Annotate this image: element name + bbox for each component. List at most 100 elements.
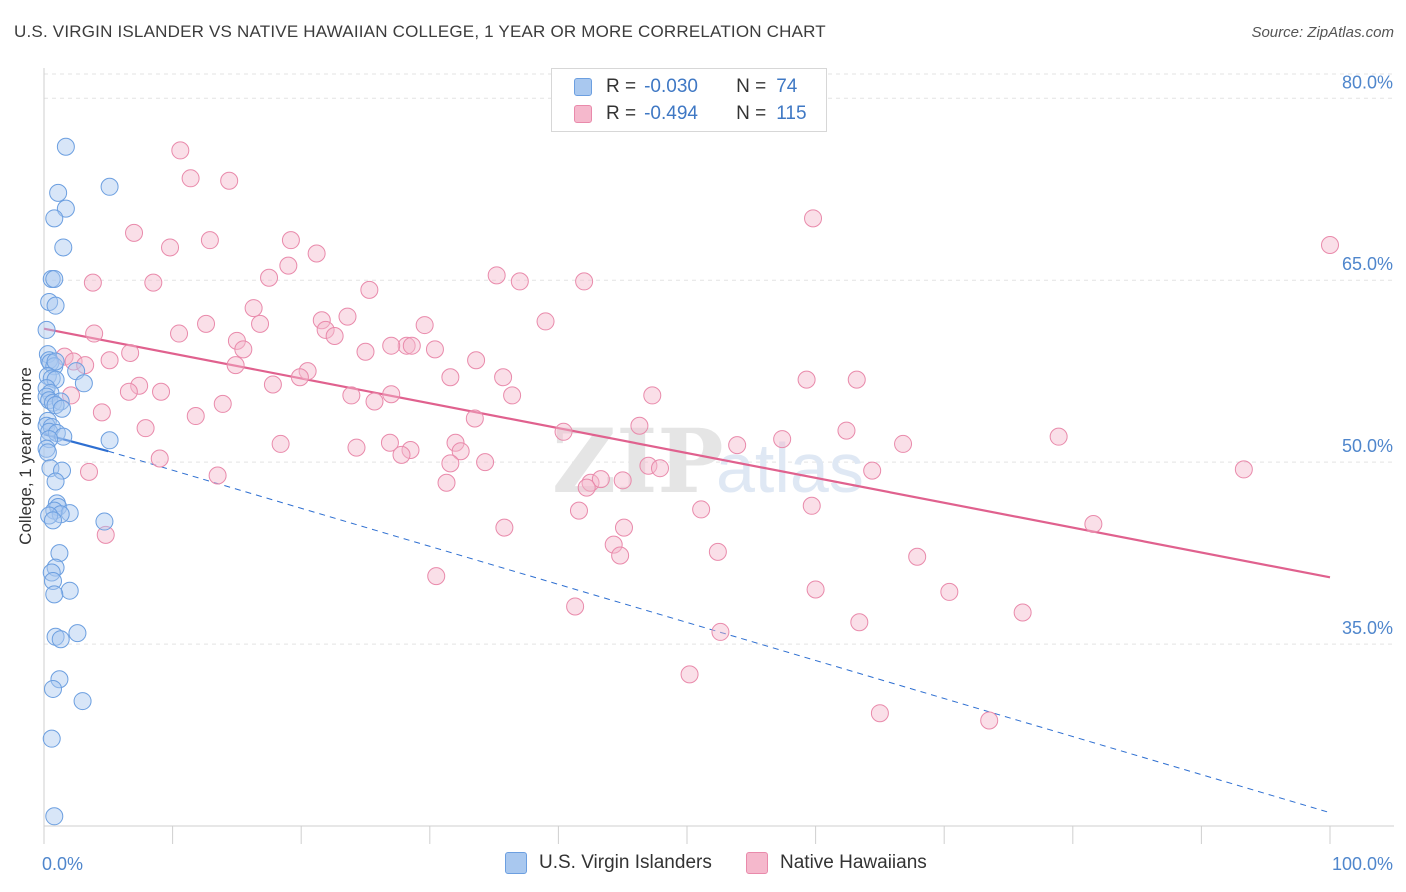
point-native-hawaiian bbox=[773, 430, 792, 449]
point-virgin-islander bbox=[68, 624, 87, 643]
point-virgin-islander bbox=[95, 512, 114, 531]
point-virgin-islander bbox=[100, 431, 119, 450]
point-native-hawaiian bbox=[96, 525, 115, 544]
point-native-hawaiian bbox=[804, 209, 823, 228]
point-virgin-islander bbox=[44, 679, 63, 698]
point-native-hawaiian bbox=[427, 567, 446, 586]
point-native-hawaiian bbox=[85, 324, 104, 343]
bottom-legend-virgin-islanders: U.S. Virgin Islanders bbox=[505, 852, 712, 874]
point-native-hawaiian bbox=[870, 704, 889, 723]
point-native-hawaiian bbox=[465, 409, 484, 428]
point-native-hawaiian bbox=[186, 407, 205, 426]
point-virgin-islander bbox=[53, 399, 72, 418]
point-native-hawaiian bbox=[130, 376, 149, 395]
y-axis-label: College, 1 year or more bbox=[16, 367, 35, 545]
point-native-hawaiian bbox=[650, 459, 669, 478]
point-native-hawaiian bbox=[208, 466, 227, 485]
point-native-hawaiian bbox=[806, 580, 825, 599]
point-virgin-islander bbox=[45, 209, 64, 228]
point-native-hawaiian bbox=[200, 231, 219, 250]
point-native-hawaiian bbox=[575, 272, 594, 291]
point-native-hawaiian bbox=[251, 314, 270, 333]
point-native-hawaiian bbox=[494, 368, 513, 387]
point-native-hawaiian bbox=[708, 542, 727, 561]
point-native-hawaiian bbox=[307, 244, 326, 263]
legend-r-label: R = bbox=[606, 76, 637, 97]
chart-title: U.S. VIRGIN ISLANDER VS NATIVE HAWAIIAN … bbox=[14, 22, 826, 41]
point-native-hawaiian bbox=[62, 386, 81, 405]
point-native-hawaiian bbox=[181, 169, 200, 188]
point-native-hawaiian bbox=[83, 273, 102, 292]
bottom-legend-label: Native Hawaiians bbox=[780, 852, 927, 873]
point-virgin-islander bbox=[44, 511, 63, 530]
point-virgin-islander bbox=[56, 137, 75, 156]
point-native-hawaiian bbox=[312, 311, 331, 330]
bottom-legend-native-hawaiians: Native Hawaiians bbox=[746, 852, 927, 874]
point-native-hawaiian bbox=[1049, 427, 1068, 446]
point-virgin-islander bbox=[100, 177, 119, 196]
point-native-hawaiian bbox=[171, 141, 190, 160]
point-virgin-islander bbox=[60, 581, 79, 600]
point-native-hawaiian bbox=[271, 434, 290, 453]
point-native-hawaiian bbox=[197, 314, 216, 333]
point-virgin-islander bbox=[54, 238, 73, 257]
point-native-hawaiian bbox=[728, 436, 747, 455]
point-virgin-islander bbox=[45, 269, 64, 288]
point-native-hawaiian bbox=[437, 473, 456, 492]
legend-row-native-hawaiians: R = -0.494 N = 115 bbox=[574, 102, 807, 126]
point-virgin-islander bbox=[51, 392, 70, 411]
point-native-hawaiian bbox=[503, 386, 522, 405]
legend-n-label: N = bbox=[736, 103, 767, 124]
point-native-hawaiian bbox=[220, 171, 239, 190]
point-native-hawaiian bbox=[356, 342, 375, 361]
trendline-native-hawaiians bbox=[43, 327, 1331, 579]
legend: R = -0.030 N = 74 R = -0.494 N = 115 bbox=[551, 68, 827, 132]
point-virgin-islander bbox=[46, 352, 65, 371]
legend-n-label: N = bbox=[736, 76, 767, 97]
point-virgin-islander bbox=[37, 320, 56, 339]
point-native-hawaiian bbox=[170, 324, 189, 343]
point-native-hawaiian bbox=[260, 268, 279, 287]
point-native-hawaiian bbox=[451, 442, 470, 461]
point-native-hawaiian bbox=[279, 256, 298, 275]
point-native-hawaiian bbox=[837, 421, 856, 440]
point-virgin-islander bbox=[50, 670, 69, 689]
point-virgin-islander bbox=[46, 296, 65, 315]
y-tick-label: 50.0% bbox=[1342, 436, 1393, 456]
legend-swatch-pink bbox=[574, 105, 592, 123]
source-credit: Source: ZipAtlas.com bbox=[1251, 24, 1394, 41]
point-native-hawaiian bbox=[244, 299, 263, 318]
point-virgin-islander bbox=[45, 585, 64, 604]
point-native-hawaiian bbox=[639, 456, 658, 475]
y-tick-label: 65.0% bbox=[1342, 254, 1393, 274]
point-native-hawaiian bbox=[1084, 514, 1103, 533]
point-native-hawaiian bbox=[441, 454, 460, 473]
point-native-hawaiian bbox=[397, 336, 416, 355]
point-native-hawaiian bbox=[611, 546, 630, 565]
point-native-hawaiian bbox=[591, 470, 610, 489]
point-native-hawaiian bbox=[425, 340, 444, 359]
point-native-hawaiian bbox=[415, 316, 434, 335]
point-virgin-islander bbox=[56, 199, 75, 218]
point-native-hawaiian bbox=[338, 307, 357, 326]
point-native-hawaiian bbox=[908, 547, 927, 566]
point-native-hawaiian bbox=[392, 445, 411, 464]
point-native-hawaiian bbox=[347, 438, 366, 457]
point-native-hawaiian bbox=[380, 433, 399, 452]
point-native-hawaiian bbox=[467, 351, 486, 370]
point-virgin-islander bbox=[46, 472, 65, 491]
point-native-hawaiian bbox=[80, 462, 99, 481]
point-virgin-islander bbox=[45, 807, 64, 826]
point-virgin-islander bbox=[42, 729, 61, 748]
point-virgin-islander bbox=[49, 183, 68, 202]
axes bbox=[43, 68, 1394, 844]
bottom-legend-swatch-pink bbox=[746, 852, 768, 874]
point-native-hawaiian bbox=[711, 622, 730, 641]
point-native-hawaiian bbox=[119, 382, 138, 401]
legend-r-label: R = bbox=[606, 103, 637, 124]
point-native-hawaiian bbox=[446, 433, 465, 452]
point-native-hawaiian bbox=[150, 449, 169, 468]
x-tick-label: 0.0% bbox=[42, 854, 83, 874]
legend-row-virgin-islanders: R = -0.030 N = 74 bbox=[574, 75, 797, 99]
point-native-hawaiian bbox=[692, 500, 711, 519]
